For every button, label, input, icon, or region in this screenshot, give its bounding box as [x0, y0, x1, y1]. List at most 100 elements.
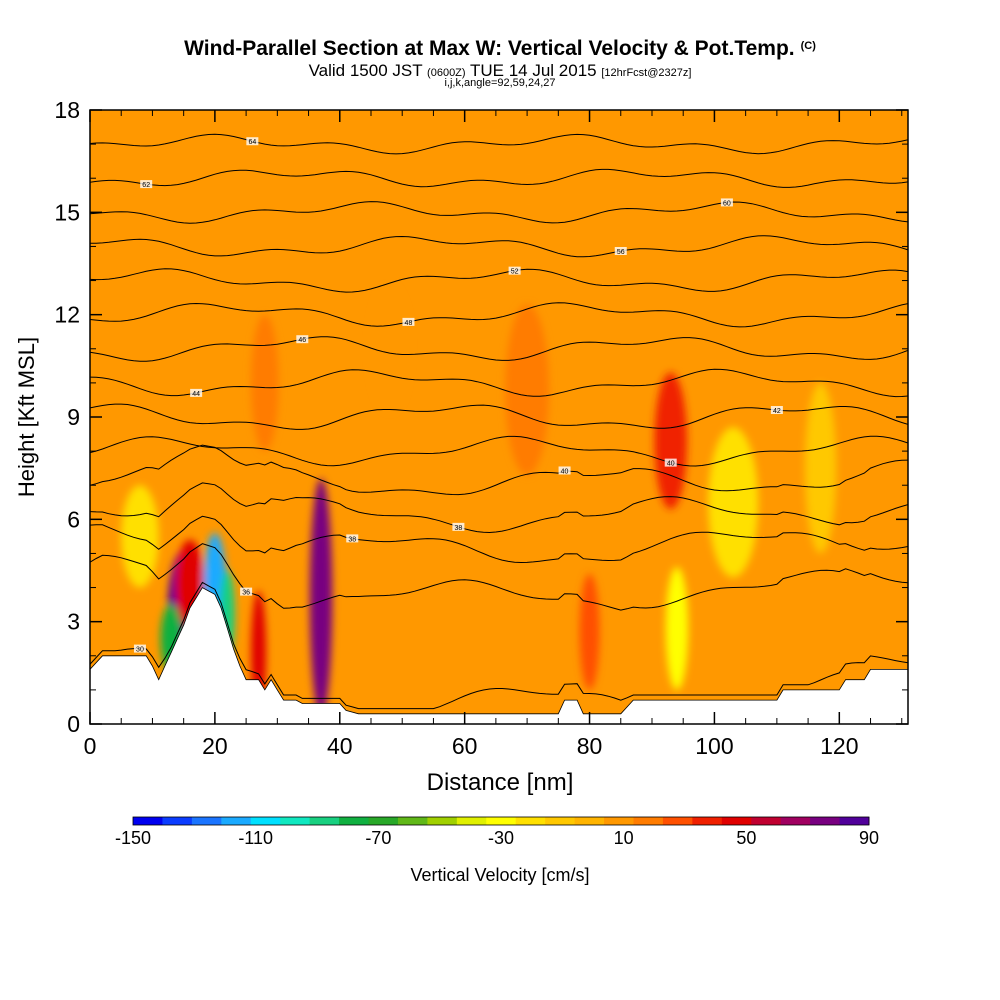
- valid-date: TUE 14 Jul 2015: [470, 61, 597, 80]
- copyright-mark: (C): [800, 40, 816, 52]
- colorbar-swatch: [662, 817, 693, 825]
- colorbar-swatch: [427, 817, 458, 825]
- colorbar-swatch: [633, 817, 664, 825]
- velocity-cell-7: [505, 304, 549, 475]
- theta-contour-label: 40: [561, 468, 569, 475]
- colorbar-swatch: [810, 817, 841, 825]
- theta-contour-1: [90, 543, 908, 611]
- theta-contour-label: 56: [617, 249, 625, 256]
- colorbar-swatch: [133, 817, 163, 825]
- velocity-cell-6: [309, 478, 333, 718]
- velocity-cell-11: [708, 427, 759, 578]
- theta-contour-label: 36: [242, 590, 250, 597]
- theta-label-bg: [240, 587, 253, 596]
- theta-contour-label: 46: [298, 337, 306, 344]
- y-tick-label: 18: [54, 97, 80, 123]
- theta-contour-label: 40: [667, 461, 675, 468]
- y-tick-label: 6: [67, 506, 80, 532]
- grid-info: i,j,k,angle=92,59,24,27: [444, 77, 556, 89]
- theta-contour-4: [90, 444, 908, 496]
- colorbar-swatch: [545, 817, 576, 825]
- zulu-time: (0600Z): [427, 67, 466, 79]
- colorbar-swatch: [486, 817, 517, 825]
- theta-label-bg: [720, 198, 733, 207]
- theta-contour-0: [90, 581, 908, 710]
- y-tick-label: 0: [67, 711, 80, 737]
- theta-contour-label: 38: [455, 525, 463, 532]
- colorbar-swatch: [339, 817, 370, 825]
- colorbar-swatch: [839, 817, 870, 825]
- colorbar-tick-label: 10: [614, 828, 634, 848]
- colorbar-swatch: [780, 817, 811, 825]
- colorbar-swatch: [456, 817, 487, 825]
- theta-label-bg: [133, 644, 146, 653]
- theta-contour-label: 48: [405, 320, 413, 327]
- theta-contour-11: [90, 235, 908, 258]
- x-tick-label: 80: [577, 733, 603, 759]
- x-tick-label: 40: [327, 733, 353, 759]
- colorbar-swatch: [250, 817, 281, 825]
- theta-label-bg: [770, 406, 783, 415]
- colorbar-swatch: [221, 817, 252, 825]
- colorbar-swatch: [721, 817, 752, 825]
- theta-contour-8: [90, 336, 908, 362]
- velocity-cell-8: [654, 372, 687, 510]
- theta-label-bg: [614, 247, 627, 256]
- colorbar-swatch: [515, 817, 546, 825]
- theta-contour-label: 52: [511, 269, 519, 276]
- terrain: [90, 587, 908, 724]
- forecast-info: [12hrFcst@2327z]: [601, 67, 692, 79]
- colorbar-tick-label: -30: [488, 828, 514, 848]
- x-tick-label: 120: [820, 733, 858, 759]
- chart-title: Wind-Parallel Section at Max W: Vertical…: [184, 37, 816, 60]
- colorbar-tick-label: -150: [115, 828, 151, 848]
- chart-subtitle: Valid 1500 JST (0600Z) TUE 14 Jul 2015 […: [308, 61, 692, 80]
- velocity-cell-10: [665, 567, 689, 690]
- theta-contour-label: 30: [136, 647, 144, 654]
- theta-contour-label: 42: [773, 408, 781, 415]
- x-tick-label: 100: [695, 733, 733, 759]
- colorbar-tick-label: 90: [859, 828, 879, 848]
- theta-contour-3: [90, 482, 908, 534]
- colorbar-swatch: [368, 817, 399, 825]
- theta-contour-9: [90, 302, 908, 328]
- colorbar-swatch: [309, 817, 340, 825]
- theta-label-bg: [190, 388, 203, 397]
- theta-label-bg: [346, 534, 359, 543]
- y-tick-label: 12: [54, 302, 80, 328]
- colorbar-swatch: [604, 817, 634, 825]
- theta-contour-10: [90, 268, 908, 293]
- colorbar-swatch: [574, 817, 605, 825]
- velocity-cell-13: [370, 287, 409, 411]
- colorbar: -150 -110 -70 -30 10 50 90: [115, 816, 879, 848]
- colorbar-label: Vertical Velocity [cm/s]: [410, 865, 589, 885]
- theta-label-bg: [246, 137, 259, 146]
- x-tick-label: 20: [202, 733, 228, 759]
- theta-contour-13: [90, 168, 908, 188]
- velocity-cell-14: [121, 485, 159, 588]
- theta-contour-5: [90, 435, 908, 467]
- theta-label-bg: [402, 317, 415, 326]
- theta-label-bg: [508, 266, 521, 275]
- theta-contour-7: [90, 368, 908, 398]
- colorbar-tick-label: -70: [365, 828, 391, 848]
- theta-contour-label: 62: [142, 182, 150, 189]
- theta-contour-label: 38: [348, 536, 356, 543]
- theta-label-bg: [452, 522, 465, 531]
- colorbar-swatch: [280, 817, 311, 825]
- theta-label-bg: [558, 466, 571, 475]
- theta-label-bg: [664, 458, 677, 467]
- theta-label-bg: [296, 335, 309, 344]
- colorbar-tick-label: -110: [238, 828, 273, 848]
- colorbar-swatch: [397, 817, 428, 825]
- theta-contour-label: 64: [248, 139, 256, 146]
- x-tick-label: 0: [84, 733, 97, 759]
- y-tick-label: 3: [67, 609, 80, 635]
- velocity-cell-12: [251, 314, 279, 452]
- theta-label-bg: [140, 180, 153, 189]
- colorbar-swatch: [162, 817, 193, 825]
- colorbar-swatch: [751, 817, 782, 825]
- velocity-cell-9: [579, 573, 600, 690]
- theta-contour-12: [90, 201, 908, 224]
